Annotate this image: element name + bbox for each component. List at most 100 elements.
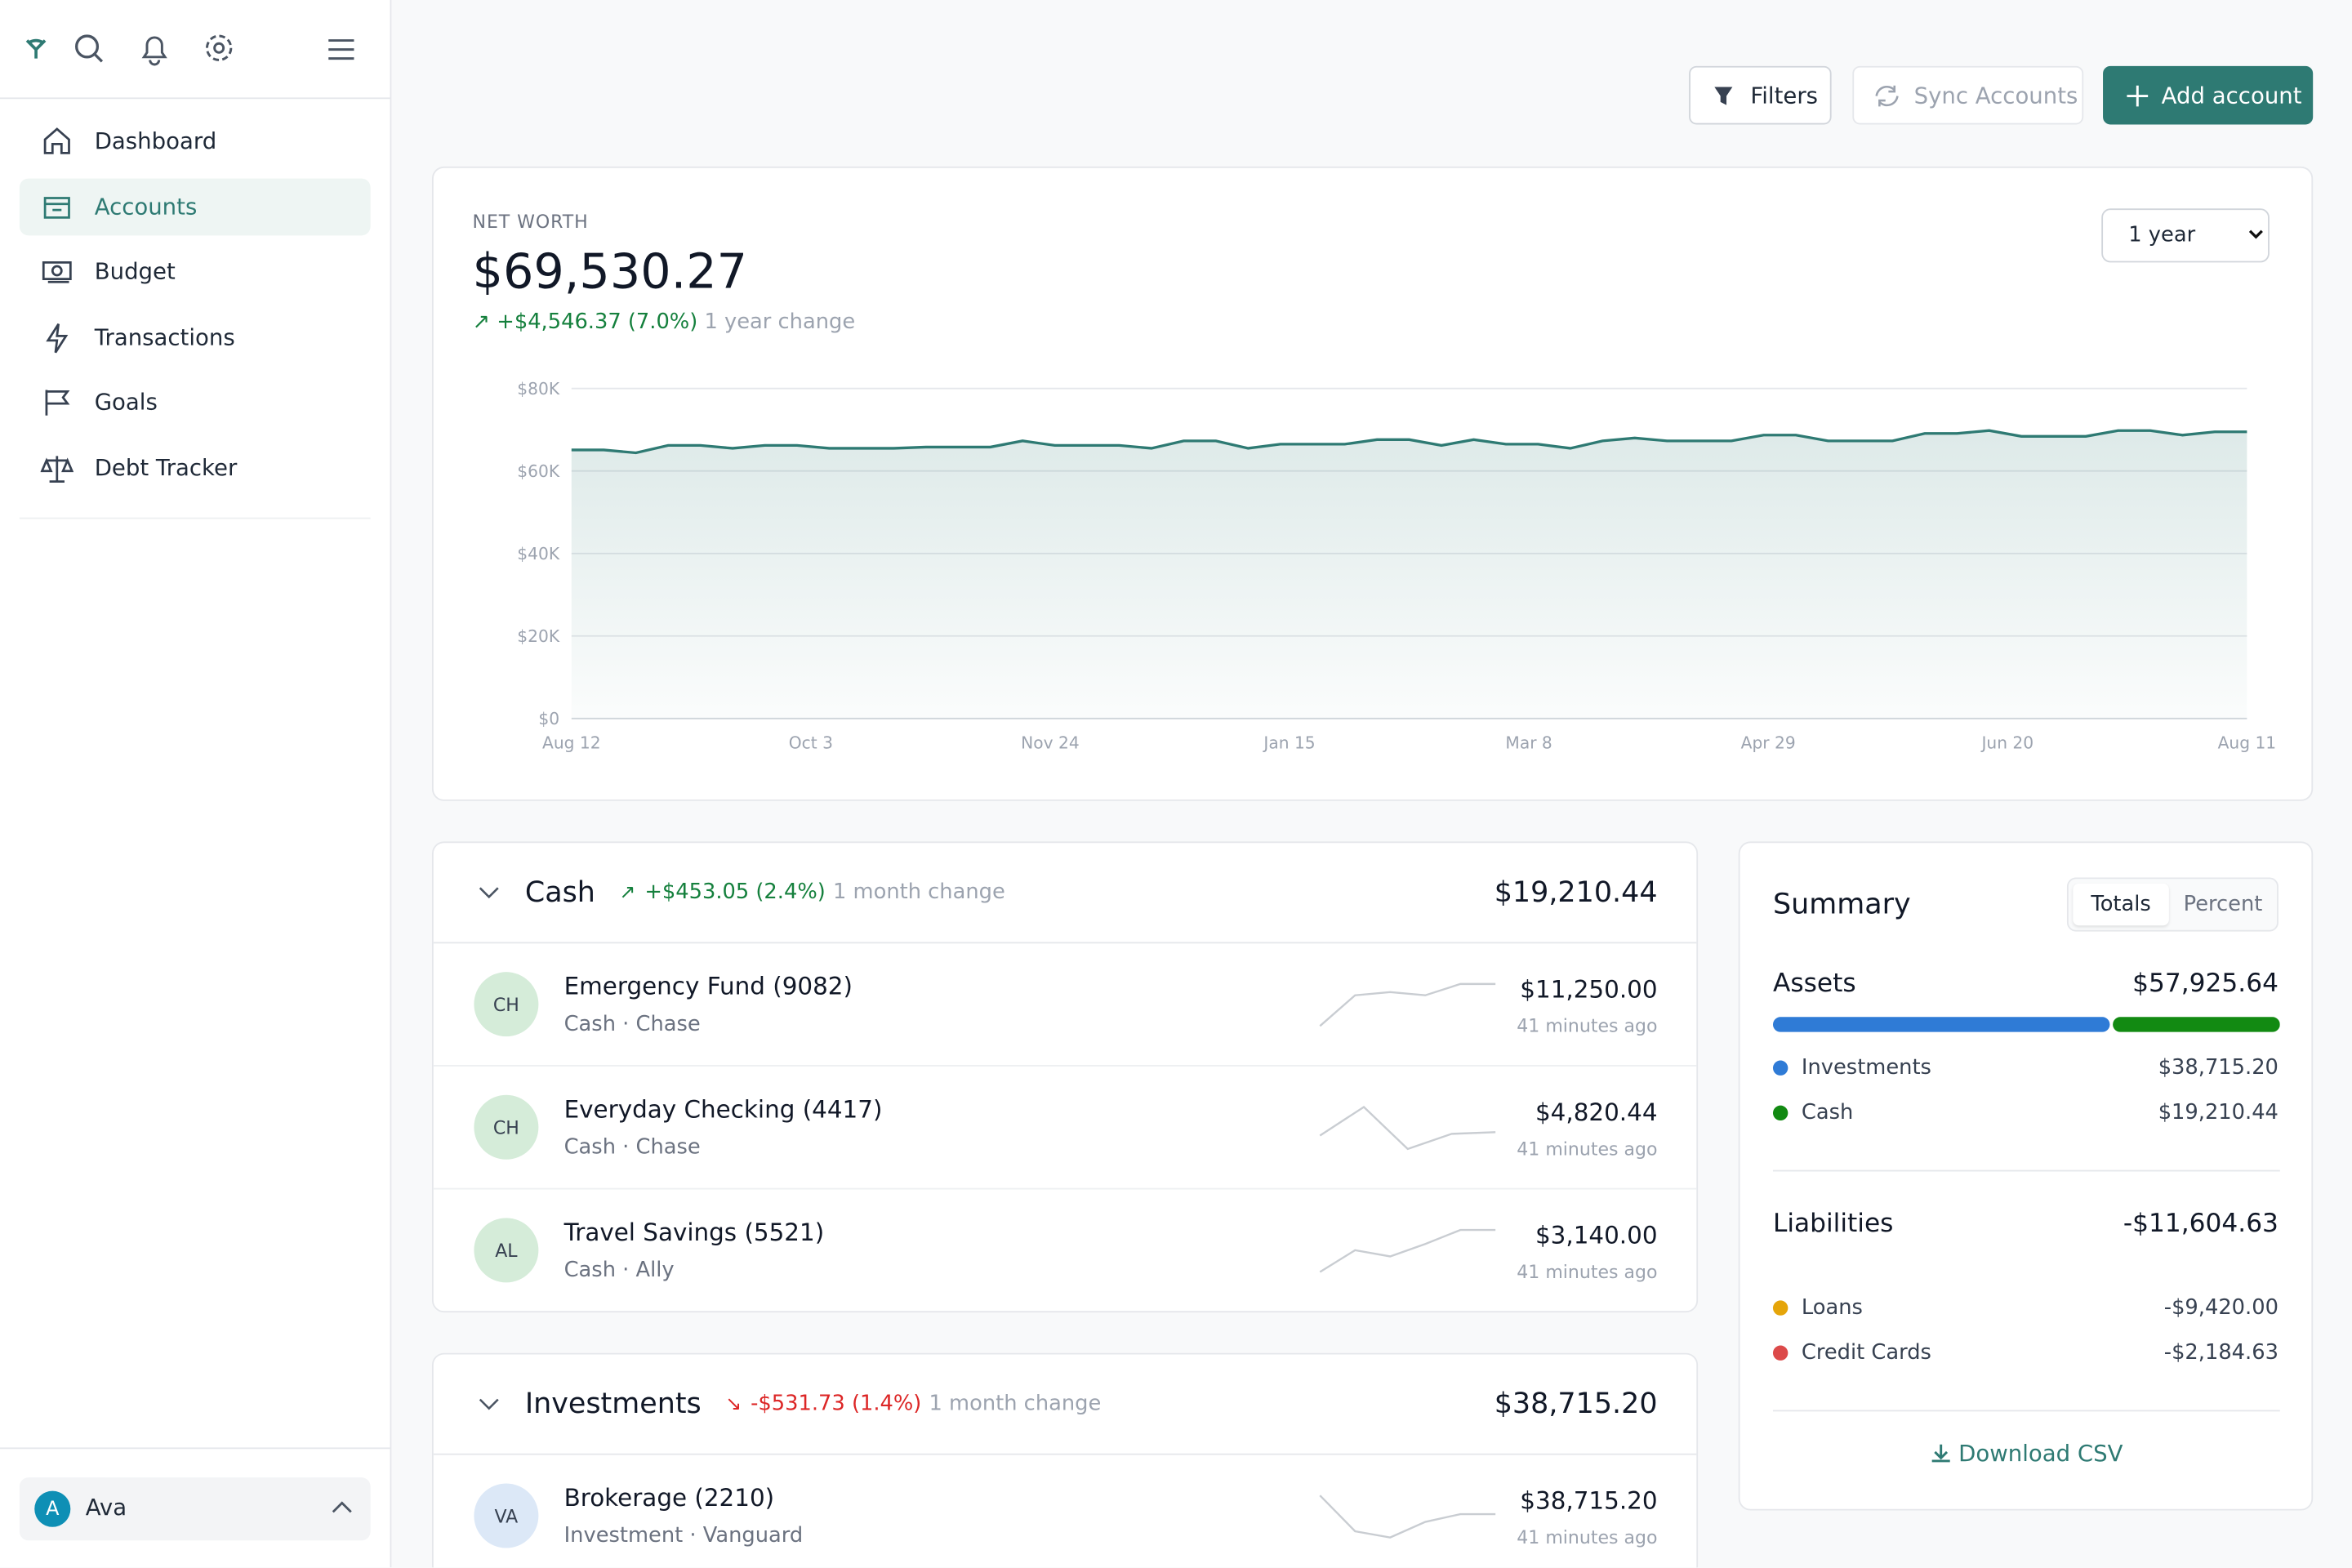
icon bbox=[1875, 84, 1899, 106]
divider bbox=[19, 517, 371, 519]
menu-button[interactable] bbox=[327, 38, 357, 61]
item-name-wrap: Loans bbox=[1772, 1295, 1863, 1321]
y-tick-label: $20K bbox=[517, 626, 560, 646]
line bbox=[571, 429, 2247, 455]
nav-item[interactable]: Debt Tracker bbox=[20, 439, 371, 497]
label: Assets bbox=[1772, 969, 1856, 1000]
summary-item: Credit Cards -$2,184.63 bbox=[1772, 1341, 2278, 1365]
nav-item[interactable]: Accounts bbox=[19, 177, 371, 235]
icon-path bbox=[40, 456, 74, 483]
add-account-button[interactable]: Add account bbox=[2103, 65, 2314, 125]
account-row[interactable]: CH Everyday Checking (4417) Cash · Chase $4… bbox=[433, 1067, 1697, 1190]
group-total: $38,715.20 bbox=[1494, 1387, 1658, 1421]
net-worth-chart: $0 $20K $40K $60K $80K Aug 12 Oct 3 Nov 24 Jan 1… bbox=[517, 379, 2277, 753]
y-tick-label: $0 bbox=[538, 709, 559, 728]
avatar: VA bbox=[474, 1483, 539, 1548]
user-menu[interactable]: A Ava bbox=[19, 1477, 371, 1541]
item-name: Loans bbox=[1801, 1295, 1863, 1321]
x-tick-label: Oct 3 bbox=[789, 733, 833, 753]
account-row[interactable]: VA Brokerage (2210) Investment · Vanguard $… bbox=[434, 1455, 1697, 1568]
download-csv[interactable]: Download CSV bbox=[1740, 1440, 2312, 1467]
group-change: -$531.73 (1.4%) bbox=[751, 1392, 922, 1416]
nav-item[interactable]: Goals bbox=[20, 374, 371, 431]
item-name: Cash bbox=[1801, 1101, 1854, 1125]
account-balance: $4,820.44 bbox=[1535, 1098, 1658, 1127]
icon-path bbox=[45, 390, 70, 416]
nav-item[interactable]: Budget bbox=[20, 243, 371, 301]
icon-path bbox=[43, 196, 70, 218]
summary-item: Investments $38,715.20 bbox=[1772, 1056, 2278, 1080]
sidebar: Dashboard Accounts Budget Transactions Goals… bbox=[0, 0, 392, 1568]
group-change-label: 1 month change bbox=[832, 880, 1005, 905]
nav-icon bbox=[42, 261, 72, 284]
legend-dot bbox=[1772, 1300, 1788, 1316]
nav-item[interactable]: Dashboard bbox=[20, 113, 371, 170]
net-worth-label: NET WORTH bbox=[472, 211, 589, 233]
group-header: Cash ↗ +$453.05 (2.4%) 1 month change $19,21… bbox=[433, 843, 1697, 944]
item-name-wrap: Cash bbox=[1772, 1101, 1854, 1125]
item-amount: -$2,184.63 bbox=[2163, 1341, 2278, 1365]
period-select[interactable]: 1 year bbox=[2101, 208, 2270, 263]
group-name: Cash bbox=[524, 875, 595, 910]
divider bbox=[1772, 1410, 2280, 1412]
summary-card: Summary Totals Percent Assets $57,925.64 … bbox=[1738, 841, 2314, 1511]
period: 1 year bbox=[2128, 223, 2196, 248]
collapse-toggle[interactable] bbox=[479, 885, 500, 900]
account-name: Everyday Checking (4417) bbox=[564, 1094, 883, 1124]
account-subtitle: Investment · Vanguard bbox=[564, 1524, 804, 1548]
nav-icon bbox=[45, 390, 70, 416]
sparkline-line bbox=[1319, 1105, 1496, 1151]
net-worth-amount: $69,530.27 bbox=[472, 243, 748, 301]
account-row[interactable]: CH Emergency Fund (9082) Cash · Chase $11,2… bbox=[433, 943, 1697, 1067]
chevron bbox=[479, 887, 499, 899]
sparkline bbox=[1319, 1228, 1496, 1273]
account-name: Emergency Fund (9082) bbox=[564, 972, 853, 1001]
item-name: Credit Cards bbox=[1801, 1341, 1931, 1365]
sparkline-line bbox=[1319, 1494, 1496, 1539]
x-tick-label: Aug 11 bbox=[2218, 733, 2277, 753]
summary-item: Cash $19,210.44 bbox=[1772, 1101, 2278, 1125]
label: Sync Accounts bbox=[1913, 82, 2078, 109]
sparkline-line bbox=[1319, 982, 1496, 1027]
filters-button[interactable]: Filters bbox=[1689, 65, 1832, 125]
nav-label: Debt Tracker bbox=[94, 454, 238, 482]
item-amount: $19,210.44 bbox=[2158, 1101, 2278, 1125]
icon-path bbox=[43, 127, 70, 154]
x-tick-label: Apr 29 bbox=[1741, 733, 1796, 753]
group-change-label: 1 month change bbox=[929, 1392, 1102, 1416]
collapse-toggle[interactable] bbox=[479, 1396, 500, 1411]
account-subtitle: Cash · Chase bbox=[564, 1012, 701, 1037]
nav-item[interactable]: Transactions bbox=[20, 309, 371, 366]
account-updated: 41 minutes ago bbox=[1517, 1138, 1658, 1160]
sparkline bbox=[1319, 1105, 1496, 1151]
item-amount: $38,715.20 bbox=[2158, 1056, 2278, 1080]
chevron bbox=[2248, 229, 2263, 239]
account-balance: $3,140.00 bbox=[1535, 1221, 1658, 1250]
account-updated: 41 minutes ago bbox=[1517, 1261, 1658, 1283]
group-change: +$453.05 (2.4%) bbox=[644, 880, 826, 905]
total: -$11,604.63 bbox=[2123, 1209, 2278, 1240]
account-balance: $38,715.20 bbox=[1520, 1486, 1658, 1516]
y-tick-label: $80K bbox=[517, 379, 560, 399]
nav-icon bbox=[43, 196, 70, 218]
divider bbox=[0, 1447, 390, 1450]
divider bbox=[1772, 1169, 2280, 1172]
nav-label: Budget bbox=[94, 258, 176, 286]
summary-title: Summary bbox=[1772, 888, 1911, 921]
account-groups: Cash ↗ +$453.05 (2.4%) 1 month change $19,21… bbox=[431, 841, 1699, 1568]
legend-dot bbox=[1772, 1345, 1788, 1361]
nav-label: Dashboard bbox=[94, 127, 217, 155]
tab[interactable]: Totals bbox=[2073, 883, 2169, 926]
tab[interactable]: Percent bbox=[2183, 892, 2263, 917]
sync-button[interactable]: Sync Accounts bbox=[1852, 65, 2084, 125]
account-row[interactable]: AL Travel Savings (5521) Cash · Ally $3,140… bbox=[434, 1190, 1697, 1312]
nav-label: Goals bbox=[94, 389, 158, 416]
account-balance: $11,250.00 bbox=[1520, 974, 1658, 1004]
total: $57,925.64 bbox=[2132, 969, 2278, 1000]
x-tick-label: Mar 8 bbox=[1505, 733, 1552, 753]
legend-dot bbox=[1772, 1060, 1788, 1076]
x-tick-label: Nov 24 bbox=[1021, 733, 1080, 753]
change-value: +$4,546.37 (7.0%) bbox=[497, 310, 698, 335]
account-updated: 41 minutes ago bbox=[1517, 1015, 1658, 1037]
